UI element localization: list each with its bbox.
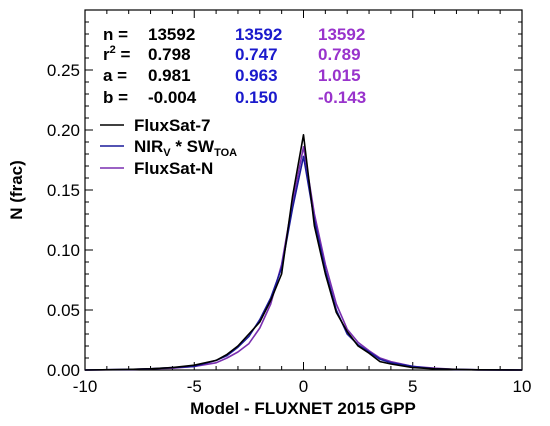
x-axis-title: Model - FLUXNET 2015 GPP: [190, 399, 416, 418]
series-line-0: [84, 134, 523, 371]
stat-label: a =: [103, 66, 127, 85]
stat-label: r2 =: [103, 44, 130, 64]
legend-label: NIRV * SWTOA: [134, 137, 237, 159]
stat-value: -0.143: [318, 88, 366, 107]
axis-ticks: [84, 10, 523, 371]
x-tick-label: 10: [513, 377, 532, 396]
x-tick-label: 5: [408, 377, 417, 396]
stat-value: 0.747: [235, 45, 278, 64]
series-lines: [84, 134, 523, 371]
stat-value: 13592: [318, 25, 365, 44]
legend-label: FluxSat-7: [134, 116, 211, 135]
x-tick-label: -10: [73, 377, 98, 396]
x-tick-label: -5: [187, 377, 202, 396]
y-tick-label: 0.10: [47, 241, 80, 260]
stat-value: 0.798: [148, 45, 191, 64]
stat-value: 1.015: [318, 66, 361, 85]
legend-label: FluxSat-N: [134, 159, 213, 178]
series-line-1: [84, 155, 523, 371]
stat-value: 0.981: [148, 66, 191, 85]
y-tick-labels: 0.00 0.05 0.10 0.15 0.20 0.25: [47, 61, 80, 380]
x-tick-label: 0: [299, 377, 308, 396]
y-axis-title: N (frac): [7, 160, 26, 220]
stat-value: 0.963: [235, 66, 278, 85]
stat-value: 13592: [148, 25, 195, 44]
stat-value: 13592: [235, 25, 282, 44]
y-tick-label: 0.05: [47, 301, 80, 320]
y-tick-label: 0.00: [47, 361, 80, 380]
y-tick-label: 0.25: [47, 61, 80, 80]
stats-table: n =r2 =a =b =135920.7980.981-0.004135920…: [103, 25, 366, 107]
stat-value: 0.789: [318, 45, 361, 64]
stat-label: n =: [103, 25, 128, 44]
stat-value: -0.004: [148, 88, 197, 107]
x-tick-labels: -10 -5 0 5 10: [73, 377, 532, 396]
y-tick-label: 0.15: [47, 181, 80, 200]
plot-frame: [84, 9, 523, 371]
stat-value: 0.150: [235, 88, 278, 107]
y-tick-label: 0.20: [47, 121, 80, 140]
series-line-2: [84, 146, 523, 371]
stat-label: b =: [103, 88, 128, 107]
